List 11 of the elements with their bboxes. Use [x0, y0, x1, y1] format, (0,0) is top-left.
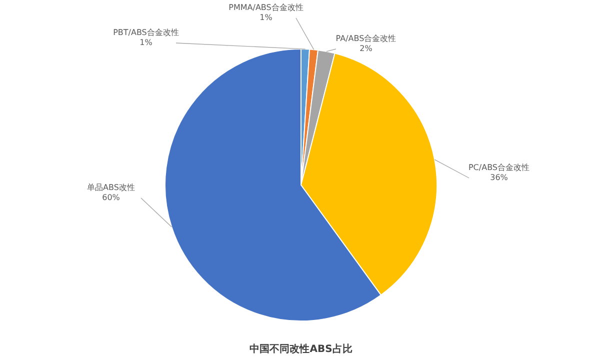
- slice-label: PBT/ABS合金改性: [113, 28, 179, 37]
- slice-label: 单品ABS改性: [87, 183, 135, 192]
- slice-label: PC/ABS合金改性: [468, 163, 530, 172]
- data-label: 1%: [140, 38, 153, 47]
- data-label: 1%: [260, 13, 273, 22]
- text: 中国不同改性ABS占比: [250, 343, 352, 355]
- slice-label: PMMA/ABS合金改性: [228, 3, 304, 12]
- data-label: 2%: [360, 44, 373, 53]
- slice-label: PA/ABS合金改性: [336, 34, 396, 43]
- data-label: 60%: [102, 193, 120, 202]
- data-label: 36%: [490, 173, 508, 182]
